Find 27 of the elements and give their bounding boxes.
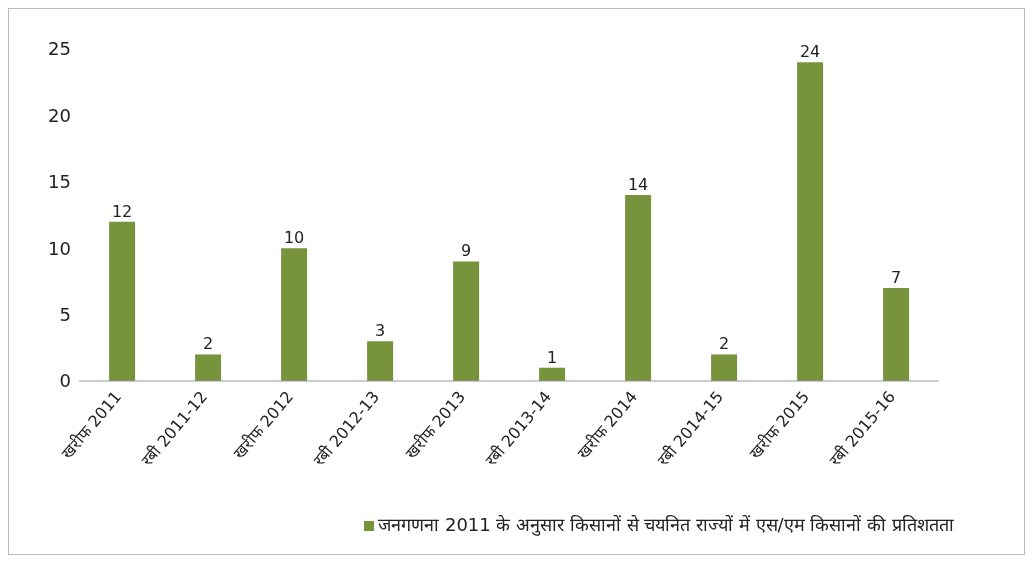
bar — [711, 354, 738, 381]
y-tick-label: 15 — [48, 171, 71, 193]
y-tick-label: 5 — [59, 303, 71, 325]
data-label: 12 — [111, 201, 133, 221]
data-label: 2 — [719, 334, 730, 354]
data-label: 10 — [283, 228, 305, 248]
y-tick-label: 0 — [59, 370, 71, 392]
data-label: 24 — [799, 42, 821, 62]
y-tick-label: 10 — [48, 237, 71, 259]
data-label: 2 — [203, 334, 214, 354]
data-label: 9 — [461, 241, 472, 261]
y-tick-label: 25 — [48, 38, 71, 60]
bar — [281, 248, 308, 381]
legend-label: जनगणना 2011 के अनुसार किसानों से चयनित राज्यों में एस/एम किसानों की प्रतिशतता — [378, 514, 954, 535]
bar — [453, 261, 480, 381]
data-label: 3 — [375, 321, 386, 341]
bar — [367, 341, 394, 381]
bar — [539, 367, 566, 381]
bar — [797, 62, 824, 381]
data-label: 7 — [891, 268, 902, 288]
bar — [625, 195, 652, 381]
bar — [195, 354, 222, 381]
y-tick-label: 20 — [48, 104, 71, 126]
bar — [109, 221, 136, 381]
data-label: 1 — [547, 347, 558, 367]
bar — [883, 288, 910, 381]
data-label: 14 — [627, 175, 649, 195]
